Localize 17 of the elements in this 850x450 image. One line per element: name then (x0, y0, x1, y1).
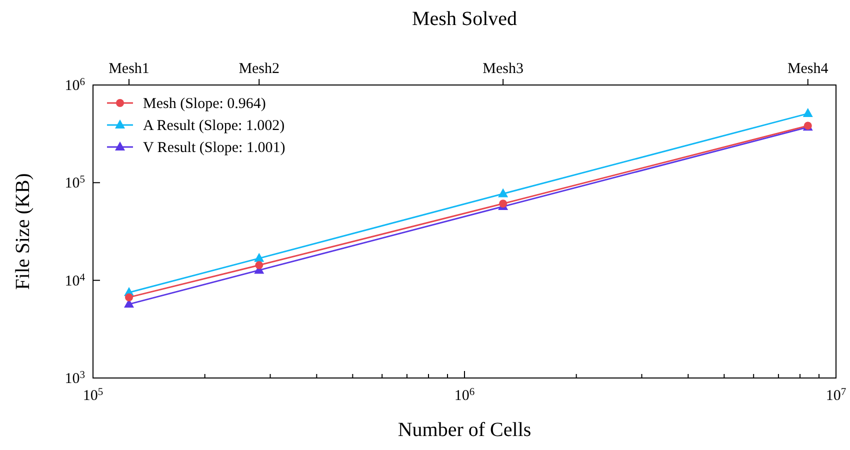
y-tick-label: 10$^{5}$ (64, 174, 85, 192)
x-tick-label: 10$^{5}$ (82, 386, 104, 404)
x-tick-label: 10$^{7}$ (826, 386, 846, 404)
annotation: Mesh3 (482, 61, 524, 77)
x2-axis-title: Mesh Solved (412, 8, 517, 30)
legend-label: Mesh (Slope: 0.964) (143, 96, 266, 112)
annotation: Mesh2 (238, 61, 280, 77)
y-tick-label: 10$^{4}$ (64, 272, 86, 290)
y-tick-label: 10$^{3}$ (64, 370, 85, 387)
annotation: Mesh1 (108, 61, 150, 77)
y-axis-title: File Size (KB) (12, 173, 34, 290)
y-tick-label: 10$^{6}$ (64, 76, 85, 94)
x-tick-label: 10$^{6}$ (454, 386, 475, 404)
annotation: Mesh4 (787, 61, 829, 77)
legend-label: A Result (Slope: 1.002) (143, 118, 285, 134)
legend-label: V Result (Slope: 1.001) (143, 140, 286, 156)
x-axis-title: Number of Cells (398, 419, 532, 441)
